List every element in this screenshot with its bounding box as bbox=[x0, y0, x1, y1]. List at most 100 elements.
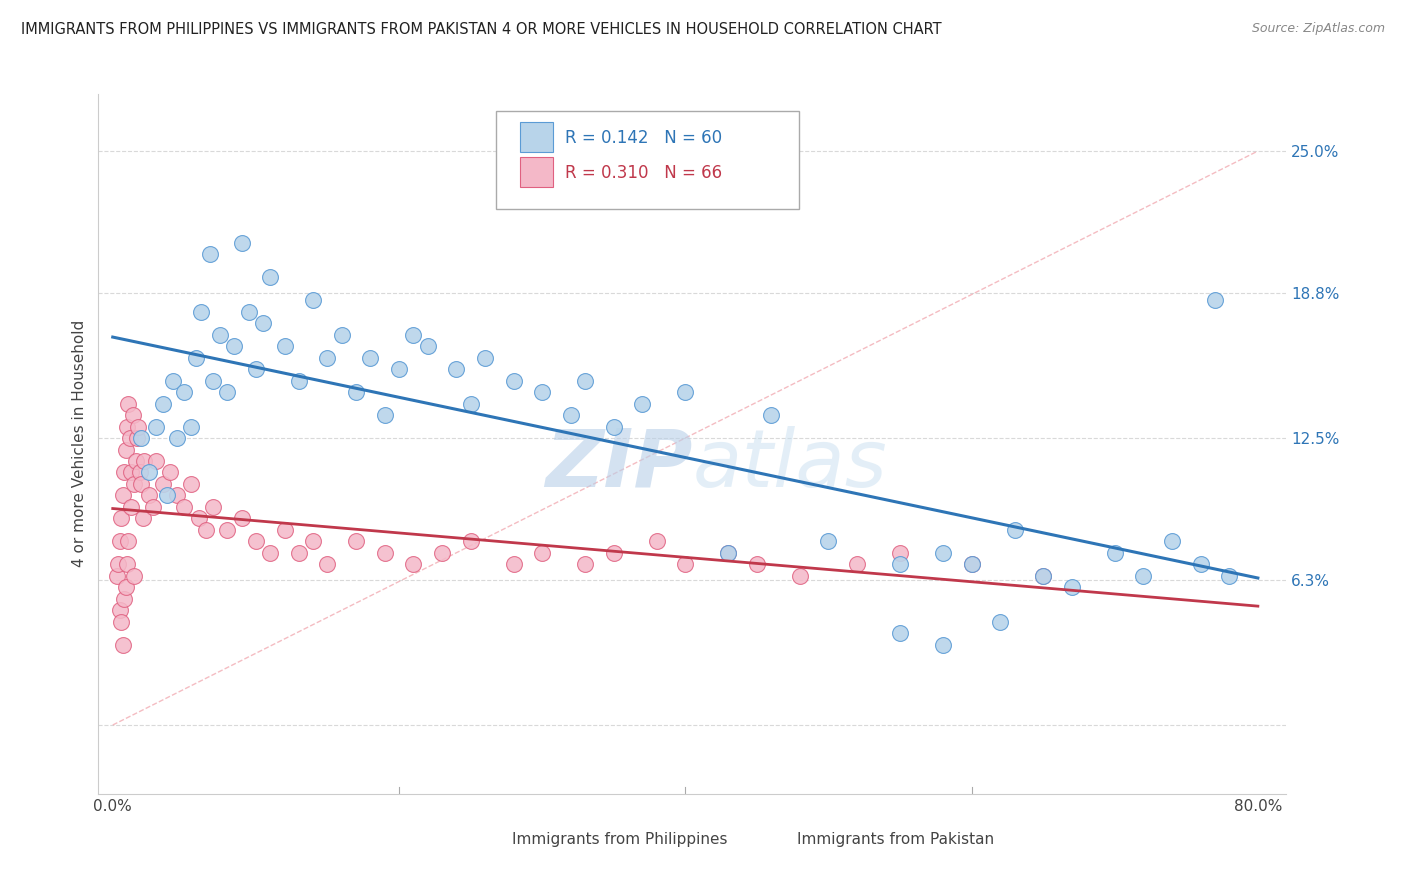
Point bbox=[288, 374, 311, 388]
Point bbox=[273, 339, 295, 353]
Point bbox=[118, 431, 141, 445]
Point bbox=[117, 534, 139, 549]
Point bbox=[122, 568, 145, 582]
Point bbox=[889, 558, 911, 572]
Point bbox=[231, 511, 253, 525]
Point bbox=[112, 591, 135, 606]
Point bbox=[344, 534, 367, 549]
Point bbox=[201, 500, 224, 514]
Point bbox=[238, 305, 260, 319]
Point bbox=[108, 534, 131, 549]
Point bbox=[960, 558, 983, 572]
Text: R = 0.310   N = 66: R = 0.310 N = 66 bbox=[565, 164, 723, 182]
Point bbox=[388, 362, 411, 376]
Point bbox=[129, 466, 152, 480]
Point bbox=[173, 500, 195, 514]
Point bbox=[245, 362, 267, 376]
Point bbox=[209, 327, 232, 342]
Y-axis label: 4 or more Vehicles in Household: 4 or more Vehicles in Household bbox=[72, 320, 87, 567]
Text: Immigrants from Philippines: Immigrants from Philippines bbox=[512, 832, 727, 847]
Point bbox=[156, 488, 179, 502]
Point bbox=[184, 351, 207, 365]
Point bbox=[1104, 546, 1126, 560]
Point bbox=[273, 523, 295, 537]
Point bbox=[145, 419, 167, 434]
Point bbox=[374, 408, 396, 422]
Point bbox=[224, 339, 246, 353]
Point bbox=[259, 546, 281, 560]
Point bbox=[166, 431, 188, 445]
Point bbox=[152, 396, 174, 410]
Point bbox=[960, 558, 983, 572]
Point bbox=[330, 327, 353, 342]
Point bbox=[889, 626, 911, 640]
Point bbox=[416, 339, 439, 353]
Point bbox=[717, 546, 740, 560]
Point bbox=[344, 385, 367, 400]
Point bbox=[125, 431, 148, 445]
Point bbox=[180, 419, 202, 434]
Text: R = 0.142   N = 60: R = 0.142 N = 60 bbox=[565, 128, 723, 147]
Point bbox=[173, 385, 195, 400]
Point bbox=[302, 534, 325, 549]
Point bbox=[166, 488, 188, 502]
Point bbox=[817, 534, 839, 549]
Point bbox=[138, 466, 160, 480]
Point bbox=[1004, 523, 1026, 537]
Point bbox=[110, 511, 132, 525]
Point bbox=[745, 558, 768, 572]
Point bbox=[152, 477, 174, 491]
Point bbox=[245, 534, 267, 549]
FancyBboxPatch shape bbox=[496, 112, 800, 210]
Bar bbox=[520, 122, 554, 152]
Point bbox=[603, 419, 626, 434]
Point bbox=[122, 477, 145, 491]
Point bbox=[402, 558, 425, 572]
Text: Source: ZipAtlas.com: Source: ZipAtlas.com bbox=[1251, 22, 1385, 36]
Point bbox=[889, 546, 911, 560]
Point bbox=[1132, 568, 1154, 582]
Point bbox=[502, 558, 524, 572]
Point bbox=[112, 466, 135, 480]
Point bbox=[121, 408, 143, 422]
Point bbox=[717, 546, 740, 560]
Point bbox=[631, 396, 654, 410]
Point bbox=[120, 466, 142, 480]
Point bbox=[531, 546, 554, 560]
Point bbox=[201, 374, 224, 388]
Point bbox=[110, 615, 132, 629]
Point bbox=[316, 351, 339, 365]
Point bbox=[115, 419, 138, 434]
Point bbox=[138, 488, 160, 502]
Point bbox=[1161, 534, 1184, 549]
Point bbox=[302, 293, 325, 308]
Point bbox=[1189, 558, 1212, 572]
Point bbox=[111, 488, 134, 502]
Point bbox=[115, 558, 138, 572]
Point bbox=[132, 511, 155, 525]
Point bbox=[134, 454, 156, 468]
Point bbox=[932, 546, 955, 560]
Point bbox=[1032, 568, 1054, 582]
Point bbox=[1204, 293, 1226, 308]
Point bbox=[114, 442, 136, 457]
Point bbox=[194, 523, 217, 537]
Point bbox=[673, 385, 696, 400]
Point bbox=[359, 351, 381, 365]
Point bbox=[402, 327, 425, 342]
Point bbox=[1218, 568, 1240, 582]
Point bbox=[1060, 580, 1083, 594]
Point bbox=[502, 374, 524, 388]
Point bbox=[145, 454, 167, 468]
Point bbox=[162, 374, 184, 388]
Point bbox=[474, 351, 496, 365]
Bar bbox=[520, 157, 554, 186]
Point bbox=[111, 638, 134, 652]
Text: ZIP: ZIP bbox=[546, 425, 692, 504]
Point bbox=[252, 316, 274, 330]
Point bbox=[198, 247, 221, 261]
Point bbox=[217, 523, 239, 537]
Point bbox=[603, 546, 626, 560]
Point bbox=[117, 396, 139, 410]
Point bbox=[446, 362, 468, 376]
